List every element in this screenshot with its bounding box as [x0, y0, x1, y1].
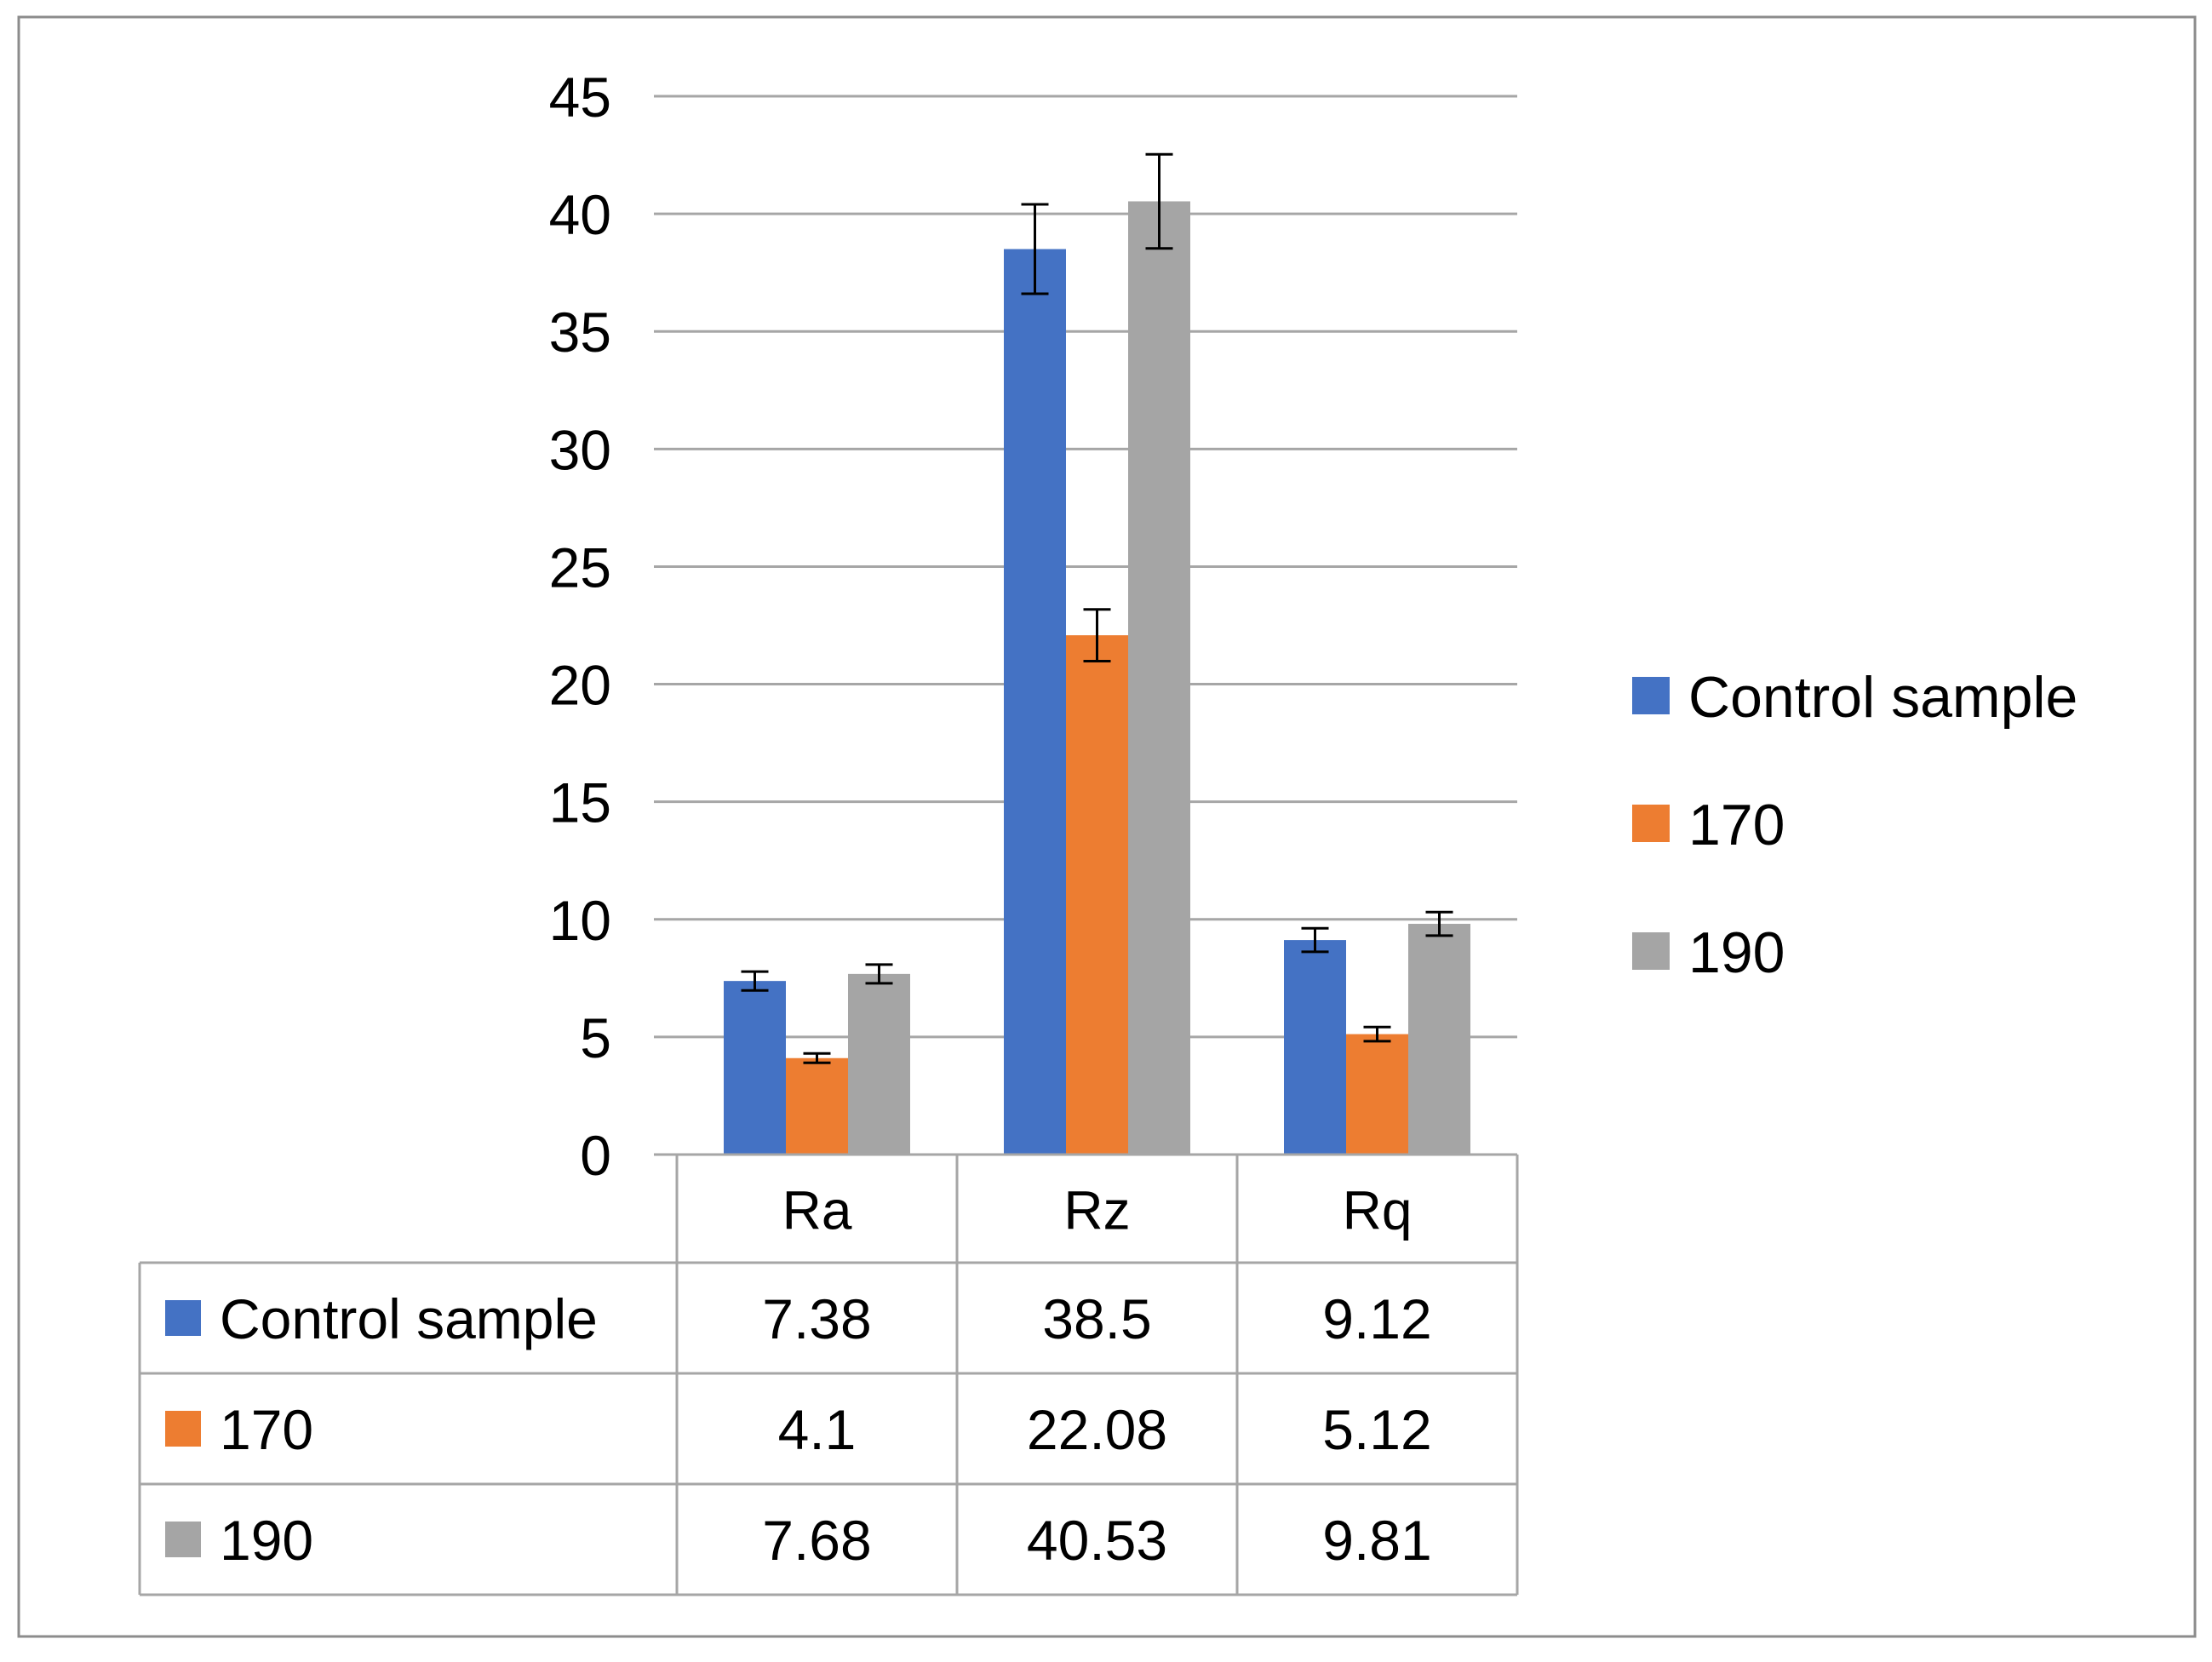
y-tick-label: 45	[549, 66, 611, 129]
y-tick-label: 25	[549, 536, 611, 599]
x-tick-label: Rz	[1063, 1180, 1130, 1241]
data-label: 9.12	[1322, 1287, 1431, 1350]
bar	[724, 981, 786, 1155]
data-label: 22.08	[1027, 1398, 1167, 1461]
legend-swatch	[1632, 677, 1670, 714]
data-label: 9.81	[1322, 1509, 1431, 1572]
legend-label: Control sample	[1688, 665, 2077, 730]
y-tick-label: 20	[549, 654, 611, 717]
bar	[1284, 940, 1346, 1155]
y-tick-label: 30	[549, 418, 611, 481]
table-row-label: Control sample	[220, 1287, 598, 1350]
data-label: 4.1	[778, 1398, 857, 1461]
bar	[848, 973, 910, 1155]
legend-swatch	[1632, 805, 1670, 842]
bar	[786, 1057, 848, 1155]
legend-swatch	[1632, 932, 1670, 970]
y-tick-label: 5	[580, 1006, 611, 1069]
legend-label: 170	[1688, 793, 1785, 857]
table-legend-key	[165, 1411, 201, 1447]
bar	[1128, 201, 1190, 1155]
data-label: 40.53	[1027, 1509, 1167, 1572]
data-label: 38.5	[1042, 1287, 1151, 1350]
bar	[1066, 635, 1128, 1155]
bar	[1004, 249, 1066, 1155]
bar	[1408, 924, 1470, 1155]
y-tick-label: 0	[580, 1124, 611, 1187]
y-tick-label: 35	[549, 301, 611, 364]
legend-label: 190	[1688, 920, 1785, 985]
y-tick-label: 10	[549, 889, 611, 952]
table-row-label: 170	[220, 1398, 313, 1461]
table-legend-key	[165, 1522, 201, 1557]
data-label: 7.68	[762, 1509, 871, 1572]
y-tick-label: 40	[549, 183, 611, 246]
data-label: 5.12	[1322, 1398, 1431, 1461]
x-tick-label: Rq	[1343, 1180, 1413, 1241]
data-label: 7.38	[762, 1287, 871, 1350]
table-legend-key	[165, 1300, 201, 1336]
bar	[1346, 1034, 1408, 1155]
x-tick-label: Ra	[782, 1180, 852, 1241]
y-tick-label: 15	[549, 771, 611, 834]
table-row-label: 190	[220, 1509, 313, 1572]
